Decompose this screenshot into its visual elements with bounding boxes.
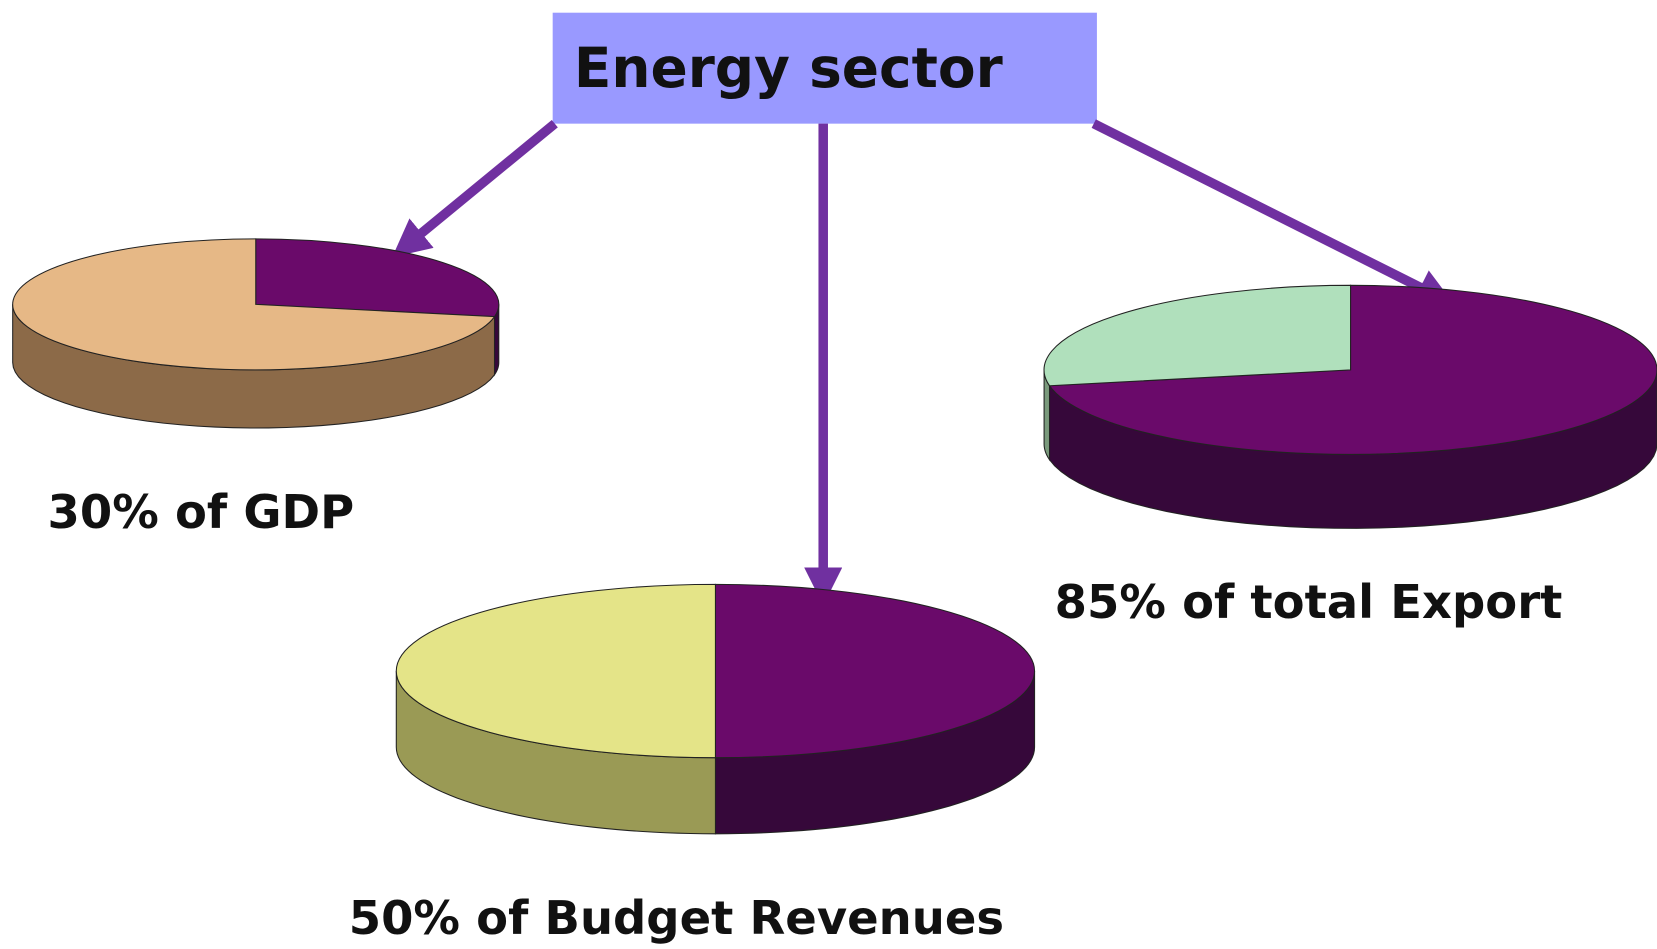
pie-slice bbox=[1048, 284, 1657, 455]
pie-rest bbox=[12, 238, 496, 371]
pie-label: 85% of total Export bbox=[1055, 575, 1563, 629]
pie-rest bbox=[395, 583, 716, 759]
pie-slice bbox=[714, 583, 1036, 759]
pie-rest bbox=[1043, 284, 1352, 387]
arrow bbox=[1091, 119, 1455, 305]
arrow bbox=[392, 119, 558, 258]
pie-label: 50% of Budget Revenues bbox=[349, 891, 1004, 945]
title-box bbox=[552, 12, 1097, 124]
pie-slice bbox=[255, 238, 500, 318]
pie-label: 30% of GDP bbox=[48, 485, 355, 539]
title: Energy sector bbox=[574, 36, 1003, 100]
